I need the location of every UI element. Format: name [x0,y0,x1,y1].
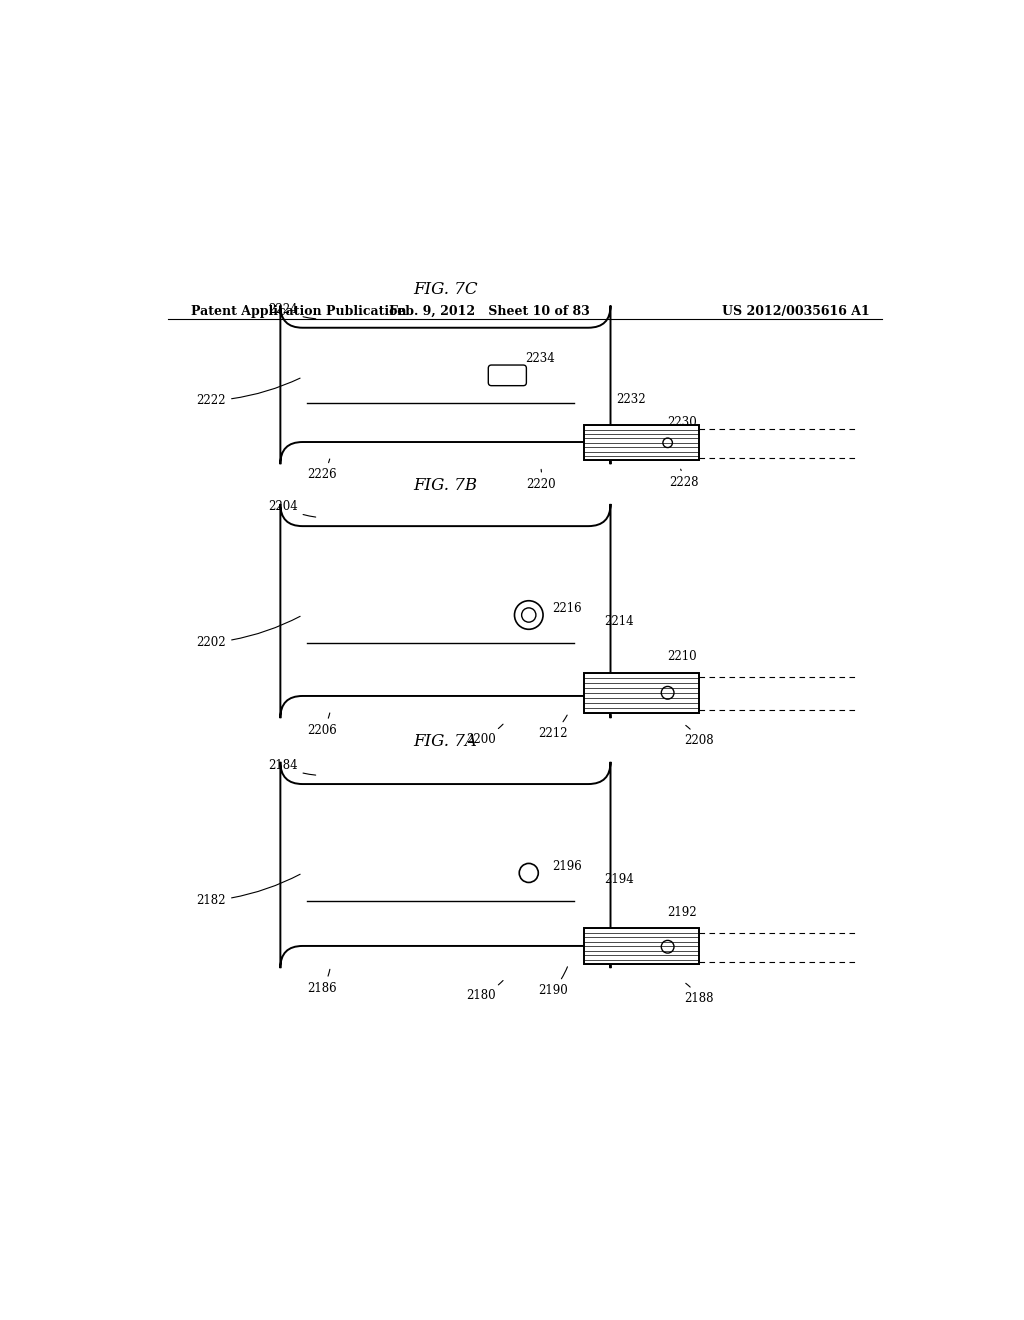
Circle shape [514,601,543,630]
Text: 2222: 2222 [197,378,300,408]
Text: 2204: 2204 [268,500,315,517]
Text: 2230: 2230 [668,416,697,429]
Text: 2224: 2224 [268,304,315,319]
FancyBboxPatch shape [281,762,610,968]
Bar [585,425,699,461]
FancyBboxPatch shape [281,504,610,718]
Circle shape [663,438,673,447]
Text: FIG. 7B: FIG. 7B [414,477,477,494]
Text: 2206: 2206 [307,713,337,737]
Text: 2200: 2200 [466,725,503,746]
Bar [585,928,699,964]
Circle shape [662,686,674,700]
Text: 2210: 2210 [668,649,697,663]
Text: Feb. 9, 2012   Sheet 10 of 83: Feb. 9, 2012 Sheet 10 of 83 [389,305,590,318]
Bar [586,937,649,956]
Text: 2226: 2226 [307,459,337,480]
Text: 2228: 2228 [669,469,698,488]
Bar [585,673,699,713]
Circle shape [662,940,674,953]
Text: 2184: 2184 [268,759,315,775]
FancyBboxPatch shape [488,366,526,385]
Text: 2214: 2214 [604,615,634,628]
Text: 2182: 2182 [197,874,300,907]
Text: 2188: 2188 [685,983,714,1005]
Text: FIG. 7A: FIG. 7A [414,734,477,751]
Circle shape [519,863,539,883]
Text: 2192: 2192 [668,906,697,919]
Text: 2220: 2220 [526,470,555,491]
Text: 2186: 2186 [307,969,337,994]
Bar [586,434,649,451]
Text: 2208: 2208 [685,726,714,747]
Text: 2232: 2232 [616,392,646,405]
Bar [586,682,649,702]
Text: 2216: 2216 [553,602,583,615]
Text: 2190: 2190 [538,966,567,997]
Text: 2194: 2194 [604,873,634,886]
Text: US 2012/0035616 A1: US 2012/0035616 A1 [722,305,870,318]
Text: 2180: 2180 [466,981,503,1002]
Text: 2202: 2202 [197,616,300,649]
Text: 2234: 2234 [524,352,555,366]
FancyBboxPatch shape [281,305,610,465]
Text: 2212: 2212 [538,715,567,739]
Circle shape [521,609,536,622]
Text: FIG. 7C: FIG. 7C [413,281,478,298]
Text: Patent Application Publication: Patent Application Publication [191,305,407,318]
Text: 2196: 2196 [553,861,583,873]
